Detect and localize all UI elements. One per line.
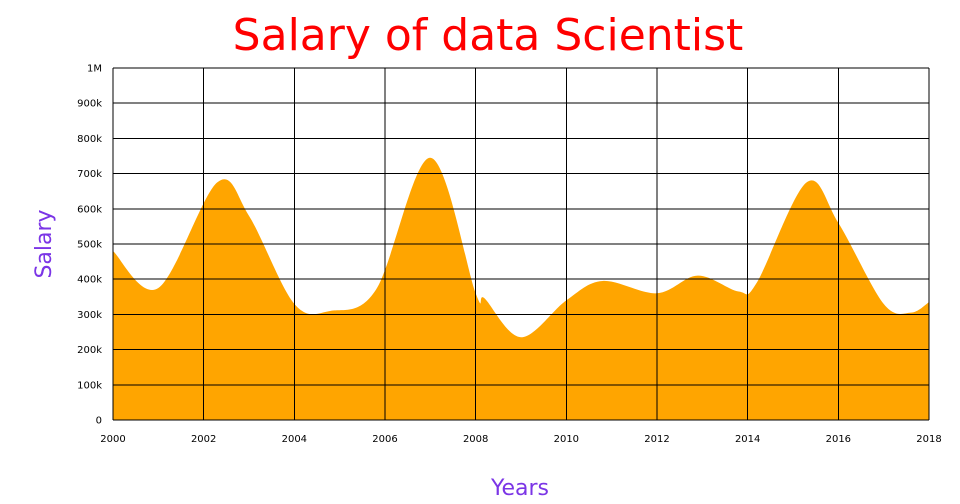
y-tick-label: 200k xyxy=(77,345,102,356)
x-tick-label: 2002 xyxy=(191,434,216,445)
x-tick-label: 2004 xyxy=(282,434,307,445)
x-tick-label: 2006 xyxy=(372,434,397,445)
y-tick-label: 300k xyxy=(77,310,102,321)
y-tick-label: 700k xyxy=(77,169,102,180)
x-tick-label: 2014 xyxy=(735,434,760,445)
y-tick-label: 600k xyxy=(77,204,102,215)
x-tick-label: 2008 xyxy=(463,434,488,445)
x-tick-label: 2016 xyxy=(826,434,851,445)
x-tick-label: 2010 xyxy=(554,434,579,445)
y-tick-label: 900k xyxy=(77,99,102,110)
y-tick-label: 400k xyxy=(77,275,102,286)
x-axis-label: Years xyxy=(490,476,550,501)
x-tick-label: 2000 xyxy=(100,434,125,445)
y-tick-label: 0 xyxy=(96,416,102,427)
chart-title: Salary of data Scientist xyxy=(232,10,744,61)
y-tick-label: 1M xyxy=(87,64,102,75)
y-axis-label: Salary xyxy=(32,209,57,279)
x-tick-label: 2012 xyxy=(644,434,669,445)
x-tick-label: 2018 xyxy=(916,434,941,445)
y-tick-label: 800k xyxy=(77,134,102,145)
y-tick-label: 100k xyxy=(77,380,102,391)
y-tick-label: 500k xyxy=(77,240,102,251)
salary-area xyxy=(113,157,929,421)
